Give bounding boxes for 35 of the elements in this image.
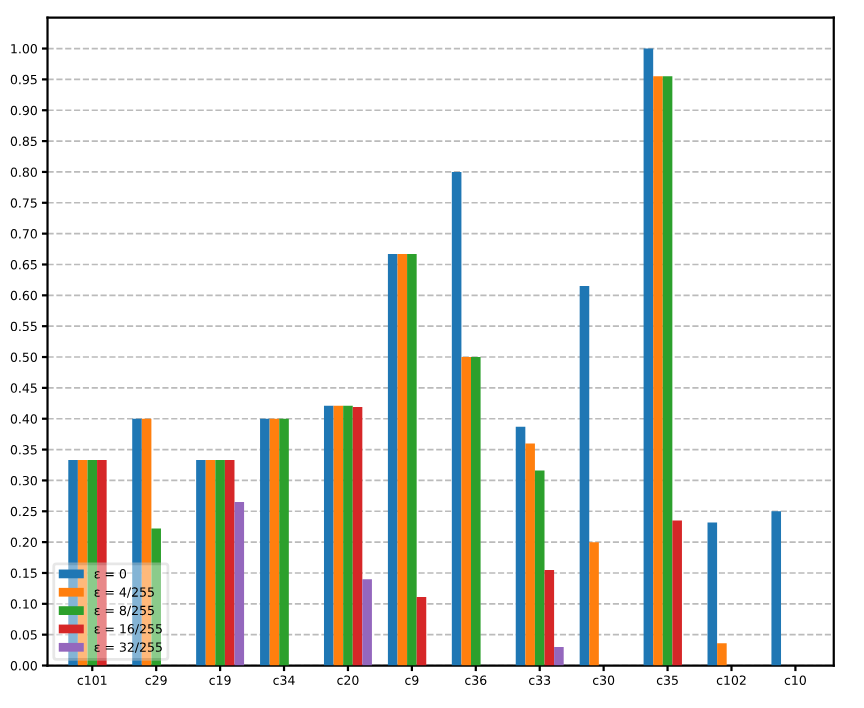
- bar: [97, 460, 107, 666]
- bar: [662, 76, 673, 666]
- bar: [215, 460, 225, 666]
- bar: [771, 511, 782, 666]
- bar: [554, 647, 564, 666]
- bar: [471, 357, 481, 666]
- bar: [643, 48, 654, 666]
- bar: [544, 569, 555, 666]
- bar: [653, 76, 663, 666]
- bar: [269, 418, 280, 666]
- bar: [343, 405, 353, 666]
- bar: [451, 171, 462, 666]
- bar: [362, 579, 372, 666]
- bar: [260, 418, 270, 666]
- bar: [333, 405, 344, 666]
- bar: [416, 597, 427, 666]
- bar: [387, 254, 398, 666]
- bar: [196, 460, 206, 666]
- bar: [534, 470, 545, 666]
- bar: [279, 418, 289, 666]
- bar: [589, 542, 599, 666]
- bar: [234, 502, 245, 666]
- bar: [205, 460, 216, 666]
- bar: [672, 520, 682, 666]
- bar: [707, 522, 718, 666]
- bar: [224, 460, 235, 666]
- bar: [579, 286, 590, 666]
- bar: [461, 357, 471, 666]
- bar: [515, 426, 526, 666]
- bar: [525, 443, 535, 666]
- bar: [352, 407, 363, 666]
- bar: [717, 643, 727, 666]
- bar: [397, 254, 408, 666]
- bar: [407, 254, 417, 666]
- bar: [323, 405, 334, 666]
